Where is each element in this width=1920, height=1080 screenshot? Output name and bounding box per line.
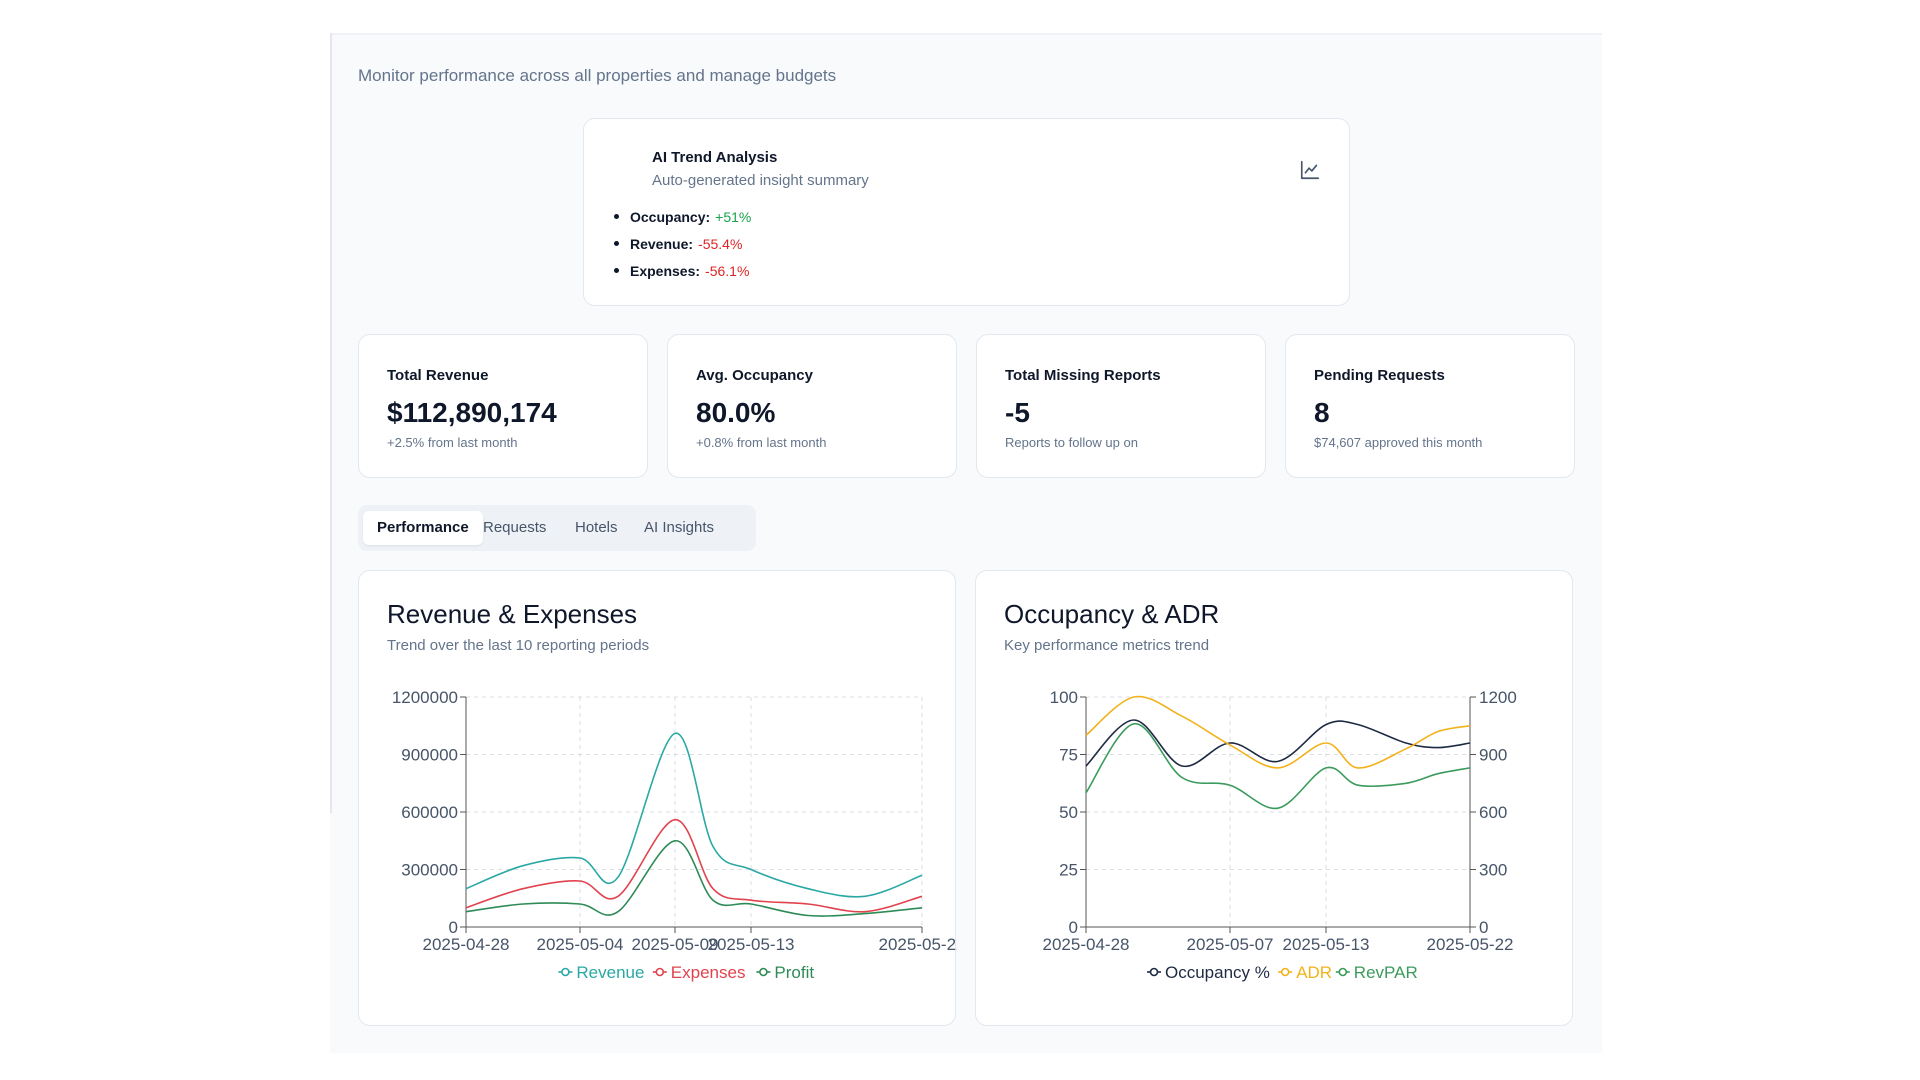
page-subtitle: Monitor performance across all propertie… (358, 66, 837, 85)
legend-label[interactable]: Revenue (576, 963, 644, 982)
x-tick-label: 2025-05-07 (1187, 935, 1274, 954)
tab-performance[interactable]: Performance (363, 511, 483, 545)
kpi-note: Reports to follow up on (1005, 435, 1138, 450)
chart-grid (465, 696, 923, 928)
legend-label[interactable]: RevPAR (1354, 963, 1418, 982)
kpi-title: Total Revenue (387, 367, 489, 384)
ai-trend-item: Revenue: -55.4% (614, 230, 751, 257)
kpi-missing-reports: Total Missing Reports -5 Reports to foll… (976, 334, 1266, 478)
x-tick-label: 2025-04-28 (423, 935, 510, 954)
chart-title: Revenue & Expenses (387, 599, 638, 629)
y-right-tick-label: 300 (1479, 861, 1507, 880)
y-tick-label: 100 (1050, 688, 1078, 707)
kpi-title: Pending Requests (1314, 367, 1445, 384)
legend-label[interactable]: Expenses (671, 963, 746, 982)
kpi-value: $112,890,174 (387, 397, 557, 428)
legend-marker (558, 967, 573, 977)
chart-title: Occupancy & ADR (1004, 599, 1220, 629)
ai-trend-item-value: -55.4% (698, 235, 743, 252)
y-right-tick-label: 900 (1479, 746, 1507, 765)
y-tick-label: 0 (1069, 918, 1078, 937)
line-chart-icon[interactable] (1299, 159, 1321, 181)
x-tick-label: 2025-05-13 (1283, 935, 1370, 954)
kpi-note: +2.5% from last month (387, 435, 518, 450)
kpi-note: $74,607 approved this month (1314, 435, 1483, 450)
series-line-expenses (465, 818, 923, 913)
legend-marker (756, 967, 771, 977)
kpi-avg-occupancy: Avg. Occupancy 80.0% +0.8% from last mon… (667, 334, 957, 478)
ai-trend-list: Occupancy: +51% Revenue: -55.4% Expenses: -… (614, 203, 751, 284)
occupancy-chart-card: Occupancy & ADR Key performance metrics … (975, 570, 1573, 1026)
series-line-revpar (1085, 722, 1471, 810)
legend-label[interactable]: Occupancy % (1165, 963, 1270, 982)
y-tick-label: 1200000 (392, 688, 458, 707)
chart-subtitle: Key performance metrics trend (1004, 637, 1210, 654)
series-line-profit (465, 840, 923, 917)
frame-divider (330, 33, 332, 813)
tab-requests[interactable]: Requests (483, 519, 547, 536)
kpi-value: 80.0% (696, 397, 776, 428)
ai-trend-subtitle: Auto-generated insight summary (652, 172, 869, 189)
chart-grid (1085, 696, 1471, 928)
legend-label[interactable]: ADR (1296, 963, 1332, 982)
chart-subtitle: Trend over the last 10 reporting periods (387, 637, 650, 654)
ai-trend-item-value: -56.1% (705, 262, 750, 279)
x-tick-label: 2025-04-28 (1043, 935, 1130, 954)
y-right-tick-label: 600 (1479, 803, 1507, 822)
series-line-revenue (465, 732, 923, 898)
tab-hotels[interactable]: Hotels (575, 519, 618, 536)
ai-trend-item-label: Occupancy: (630, 208, 711, 225)
occupancy-adr-chart: 0 25 50 75 100 0 300 600 900 1200 2025-04-28 2025-0… (1043, 688, 1517, 982)
kpi-title: Avg. Occupancy (696, 367, 813, 384)
y-tick-label: 300000 (401, 861, 458, 880)
tab-bar: Performance Requests Hotels AI Insights (358, 505, 756, 551)
kpi-note: +0.8% from last month (696, 435, 827, 450)
series-line-occupancy (1085, 719, 1471, 767)
x-tick-label: 2025-05-22 (879, 935, 957, 954)
kpi-value: 8 (1314, 397, 1330, 428)
ai-trend-card: AI Trend Analysis Auto-generated insight… (583, 118, 1350, 306)
ai-trend-item-label: Expenses: (630, 262, 701, 279)
kpi-total-revenue: Total Revenue $112,890,174 +2.5% from la… (358, 334, 648, 478)
kpi-title: Total Missing Reports (1005, 367, 1161, 384)
y-right-tick-label: 0 (1479, 918, 1488, 937)
legend-marker (1335, 967, 1350, 977)
ai-trend-title: AI Trend Analysis (652, 149, 778, 166)
legend-marker (1147, 967, 1161, 977)
ai-trend-item-value: +51% (715, 208, 752, 225)
x-tick-label: 2025-05-13 (708, 935, 795, 954)
x-tick-label: 2025-05-22 (1427, 935, 1514, 954)
series-line-adr (1085, 695, 1471, 769)
y-tick-label: 50 (1059, 803, 1078, 822)
ai-trend-item-label: Revenue: (630, 235, 694, 252)
kpi-value: -5 (1005, 397, 1030, 428)
legend-marker (1278, 967, 1293, 977)
y-tick-label: 600000 (401, 803, 458, 822)
y-tick-label: 0 (449, 918, 458, 937)
legend-label[interactable]: Profit (774, 963, 814, 982)
x-tick-label: 2025-05-04 (537, 935, 624, 954)
y-tick-label: 900000 (401, 746, 458, 765)
kpi-pending-requests: Pending Requests 8 $74,607 approved this… (1285, 334, 1575, 478)
ai-trend-item: Occupancy: +51% (614, 203, 751, 230)
y-tick-label: 75 (1059, 746, 1078, 765)
revenue-expenses-chart: 0 300000 600000 900000 1200000 2025-04-28 2025… (392, 688, 957, 982)
ai-trend-item: Expenses: -56.1% (614, 257, 751, 284)
tab-ai-insights[interactable]: AI Insights (644, 519, 715, 536)
x-tick-label: 2025-05-09 (632, 935, 719, 954)
legend-marker (652, 967, 667, 977)
revenue-chart-card: Revenue & Expenses Trend over the last 1… (358, 570, 957, 1026)
y-right-tick-label: 1200 (1479, 688, 1517, 707)
y-tick-label: 25 (1059, 861, 1078, 880)
